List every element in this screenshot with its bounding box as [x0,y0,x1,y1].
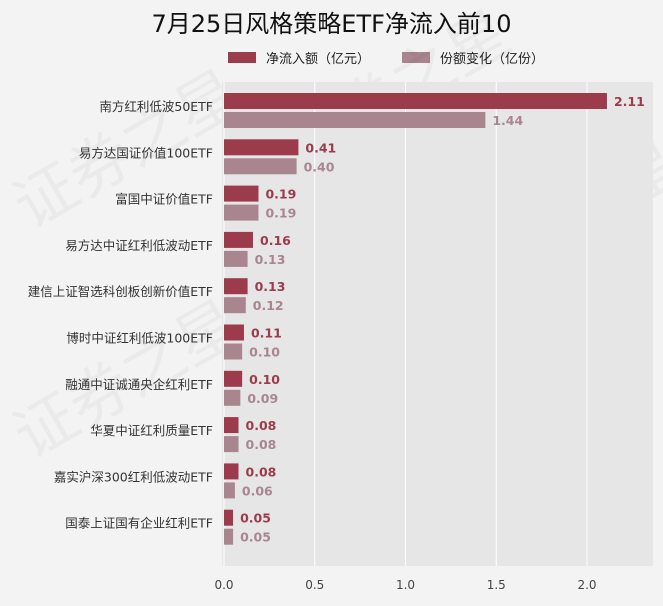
value-label-net-inflow: 0.41 [305,140,336,155]
bar-share-change [224,482,235,499]
value-label-net-inflow: 2.11 [614,94,645,109]
value-label-net-inflow: 0.08 [246,418,277,433]
bar-share-change [224,528,234,545]
bar-net-inflow [224,463,239,480]
value-label-share-change: 0.19 [265,206,296,221]
value-label-share-change: 0.40 [304,159,335,174]
bar-share-change [224,297,246,314]
x-axis-ticks: 0.0 0.5 1.0 1.5 2.0 [214,578,596,592]
value-label-share-change: 0.06 [242,483,273,498]
bar-share-change [224,436,239,453]
legend-swatch-net-inflow [228,51,256,63]
chart-title: 7月25日风格策略ETF净流入前10 [151,10,512,38]
bar-net-inflow [224,417,239,434]
bar-net-inflow [224,139,299,156]
chart-legend: 净流入额（亿元） 份额变化（亿份） [228,46,576,68]
category-label: 博时中证红利低波100ETF [66,331,213,346]
bar-net-inflow [224,324,244,341]
category-label: 易方达国证价值100ETF [79,145,213,160]
value-label-net-inflow: 0.13 [255,279,286,294]
x-tick-label: 1.5 [487,578,506,592]
category-label: 南方红利低波50ETF [99,99,213,114]
value-label-share-change: 0.13 [255,252,286,267]
bar-share-change [224,343,243,360]
bar-share-change [224,204,259,221]
value-label-share-change: 0.05 [240,530,271,545]
value-label-net-inflow: 0.16 [260,233,291,248]
value-label-net-inflow: 0.10 [249,372,280,387]
bars: 2.11 1.44 0.41 0.40 0.19 0.19 0.16 0.13 0.13 0.12… [224,93,645,545]
legend-item-net-inflow: 净流入额（亿元） [228,48,370,67]
category-label: 嘉实沪深300红利低波动ETF [54,469,213,484]
value-label-share-change: 1.44 [492,113,523,128]
value-label-share-change: 0.10 [249,345,280,360]
value-label-share-change: 0.08 [246,437,277,452]
bar-share-change [224,389,241,406]
value-label-net-inflow: 0.08 [246,464,277,479]
value-label-net-inflow: 0.11 [251,326,282,341]
bar-share-change [224,250,248,267]
value-label-net-inflow: 0.05 [240,511,271,526]
category-label: 融通中证诚通央企红利ETF [65,377,213,392]
category-label: 建信上证智选科创板创新价值ETF [28,284,213,299]
category-labels: 南方红利低波50ETF 易方达国证价值100ETF 富国中证价值ETF 易方达中证红利… [28,99,213,531]
bar-net-inflow [224,93,607,109]
x-tick-label: 0.0 [214,578,233,592]
category-label: 国泰上证国有企业红利ETF [65,516,213,531]
bar-share-change [224,158,297,175]
bar-net-inflow [224,509,234,526]
legend-item-share-change: 份额变化（亿份） [402,48,544,67]
value-label-share-change: 0.09 [247,391,278,406]
bar-net-inflow [224,278,248,295]
legend-swatch-share-change [402,51,431,63]
category-label: 易方达中证红利低波动ETF [65,238,213,253]
category-label: 富国中证价值ETF [115,192,213,207]
x-tick-label: 0.5 [305,578,324,592]
value-label-net-inflow: 0.19 [265,187,296,202]
x-tick-label: 1.0 [396,578,415,592]
legend-label-net-inflow: 净流入额（亿元） [266,51,371,67]
bar-net-inflow [224,185,259,202]
legend-label-share-change: 份额变化（亿份） [440,51,545,67]
x-tick-label: 2.0 [577,578,596,592]
bar-share-change [224,112,486,128]
bar-net-inflow [224,231,254,248]
category-label: 华夏中证红利质量ETF [90,423,213,438]
value-label-share-change: 0.12 [253,298,284,313]
bar-net-inflow [224,370,243,387]
